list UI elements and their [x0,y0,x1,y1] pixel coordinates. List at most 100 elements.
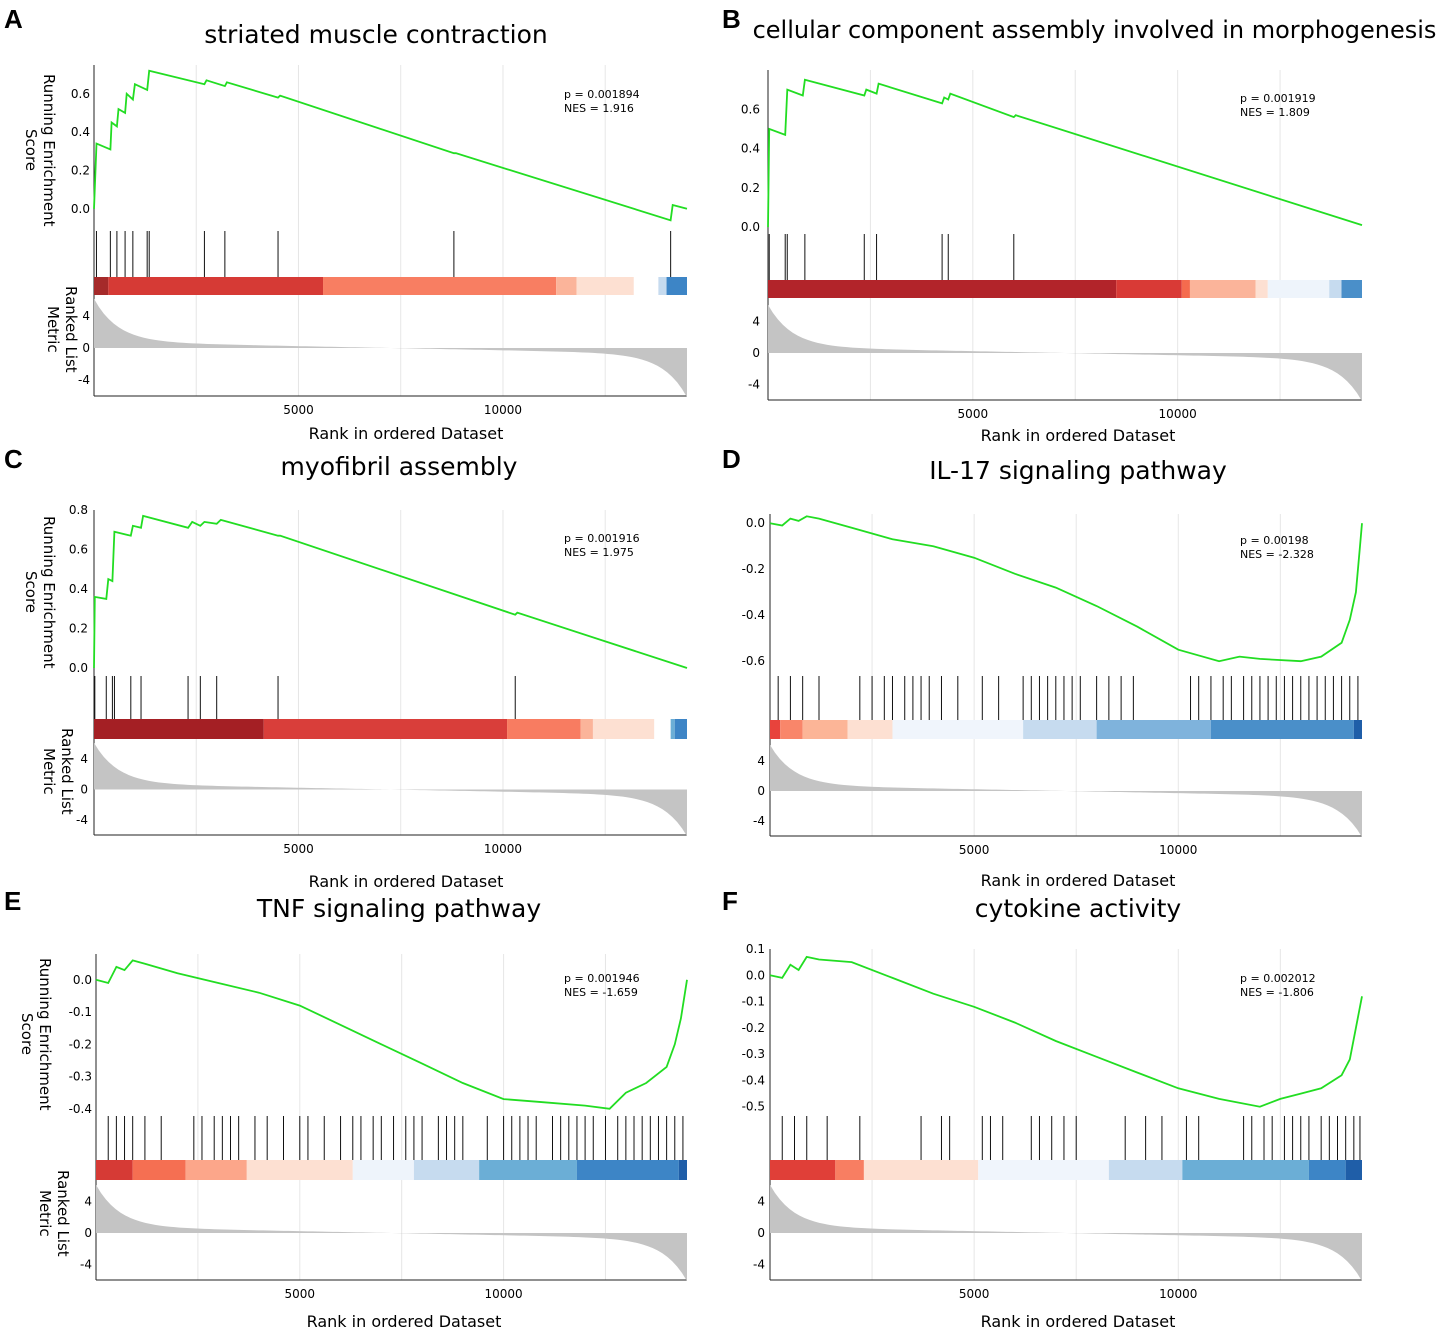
heat-segment [1023,720,1097,739]
rank-tick-label: -4 [753,814,765,828]
y-tick-label: -0.1 [742,995,765,1009]
heat-segment [1182,1160,1309,1180]
y-tick-label: 0.6 [71,87,90,101]
y-tick-label: -0.3 [69,1070,92,1084]
y-axis-label-rank: Ranked List Metric [40,728,76,815]
heat-segment [507,719,581,739]
heat-segment [576,277,634,295]
panel-e: E TNF signaling pathway Running Enrichme… [0,884,720,1331]
x-axis-label: Rank in ordered Dataset [308,424,504,443]
heat-segment [94,277,109,295]
enrichment-curve [769,515,1363,663]
ranked-metric-area [94,742,687,837]
y-tick-label: -0.4 [69,1102,92,1116]
p-value: p = 0.00198 [1240,534,1309,547]
rank-tick-label: 4 [752,315,760,329]
chart-title: IL-17 signaling pathway [929,456,1227,485]
rank-tick-label: 4 [84,1195,92,1209]
y-tick-label: 0.4 [69,582,88,596]
y-axis-label-score: Running Enrichment Score [22,73,58,227]
p-value: p = 0.001894 [564,88,640,101]
stats-text: p = 0.001946 NES = -1.659 [564,972,640,1000]
heat-segment [802,720,848,739]
panel-letter: C [4,444,23,474]
heat-segment [1181,280,1190,298]
heat-segment [863,1160,979,1180]
y-tick-label: 0.0 [741,220,760,234]
gsea-chart: 0.0 0.2 0.4 0.6 4 0 -4 5000 10000 [741,70,1363,421]
heat-segment [479,1160,577,1180]
heat-segment [654,719,671,739]
heat-segment [1353,720,1362,739]
rank-tick-label: 0 [84,1226,92,1240]
panel-letter: A [4,4,23,34]
x-tick-label: 10000 [484,842,522,856]
rank-tick-label: 4 [757,754,765,768]
heat-segment [978,1160,1109,1180]
nes-value: NES = -1.659 [564,986,638,999]
y-tick-label: 0.0 [73,973,92,987]
panel-letter: D [722,444,741,474]
heat-segment [556,277,577,295]
p-value: p = 0.001916 [564,532,640,545]
heat-segment [1255,280,1268,298]
heat-segment [1329,280,1342,298]
heat-segment [96,1160,133,1180]
enrichment-curve [93,69,688,222]
heat-segment [246,1160,353,1180]
y-tick-label: 0.6 [69,543,88,557]
heat-segment [323,277,557,295]
x-axis-label: Rank in ordered Dataset [308,872,504,891]
stats-text: p = 0.001919 NES = 1.809 [1240,92,1316,120]
panel-letter: B [722,4,741,34]
x-tick-label: 10000 [484,1287,522,1301]
heat-segment [94,719,264,739]
ranked-metric-area [770,1184,1362,1282]
heat-segment [1096,720,1211,739]
heat-segment [185,1160,247,1180]
p-value: p = 0.001946 [564,972,640,985]
gsea-chart: 0.0 0.2 0.4 0.6 0.8 4 0 -4 5000 10000 [69,503,688,856]
heat-segment [1108,1160,1183,1180]
heat-segment [1345,1160,1362,1180]
rank-tick-label: 0 [752,346,760,360]
heat-segment [770,1160,836,1180]
panel-a: A striated muscle contraction Running En… [0,0,720,445]
heat-segment [108,277,324,295]
y-tick-label: 0.6 [741,102,760,116]
heat-segment [768,280,1117,298]
heat-segment [592,719,655,739]
rank-tick-label: 4 [82,309,90,323]
heat-segment [1308,1160,1346,1180]
y-tick-label: -0.6 [742,654,765,668]
rank-tick-label: 0 [80,783,88,797]
heat-segment [1189,280,1256,298]
nes-value: NES = -1.806 [1240,986,1314,999]
heat-segment [576,1160,679,1180]
heat-segment [770,720,781,739]
y-tick-label: 0.0 [746,968,765,982]
enrichment-curve [769,955,1363,1108]
chart-title: cytokine activity [974,894,1182,923]
heat-segment [835,1160,864,1180]
ranked-metric-area [768,304,1362,402]
y-tick-label: 0.4 [741,142,760,156]
y-tick-label: -0.1 [69,1005,92,1019]
panel-letter: E [4,886,22,916]
heat-segment [1210,720,1354,739]
heat-segment [892,720,1024,739]
heat-segment [670,719,675,739]
chart-title: myofibril assembly [280,452,518,481]
stats-text: p = 0.00198 NES = -2.328 [1240,534,1314,562]
y-axis-label-score: Running Enrichment Score [18,957,54,1111]
x-axis-label: Rank in ordered Dataset [980,1312,1176,1331]
x-axis-label: Rank in ordered Dataset [980,871,1176,890]
enrichment-curve [93,514,688,669]
x-tick-label: 10000 [1159,1287,1197,1301]
ranked-metric-area [94,298,687,398]
y-tick-label: -0.4 [742,1073,765,1087]
heat-segment [1116,280,1182,298]
rank-tick-label: -4 [78,373,90,387]
rank-tick-label: -4 [753,1257,765,1271]
enrichment-curve [767,78,1363,228]
